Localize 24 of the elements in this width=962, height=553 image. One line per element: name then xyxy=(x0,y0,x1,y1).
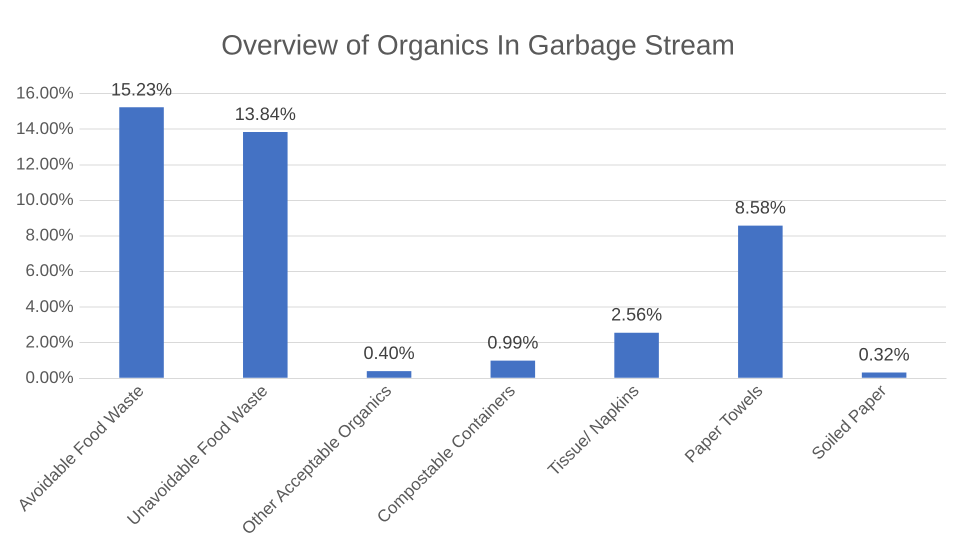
bar xyxy=(490,360,536,378)
bar xyxy=(119,107,164,378)
y-tick-label: 12.00% xyxy=(16,154,74,174)
bar xyxy=(243,132,288,378)
y-tick-label: 14.00% xyxy=(16,118,74,138)
data-label: 2.56% xyxy=(611,304,662,325)
y-tick-label: 4.00% xyxy=(25,296,74,316)
bar xyxy=(614,332,659,378)
data-label: 0.99% xyxy=(487,332,538,353)
bar xyxy=(738,226,783,378)
y-tick-label: 0.00% xyxy=(25,368,74,387)
chart-title: Overview of Organics In Garbage Stream xyxy=(221,30,735,61)
bar xyxy=(862,372,906,378)
y-tick-label: 8.00% xyxy=(25,226,74,245)
y-tick-label: 16.00% xyxy=(16,83,74,102)
y-tick-label: 10.00% xyxy=(16,190,74,210)
bar xyxy=(366,371,412,378)
y-tick-label: 2.00% xyxy=(25,332,74,352)
data-label: 0.32% xyxy=(858,344,910,365)
data-label: 0.40% xyxy=(364,343,415,364)
y-tick-label: 6.00% xyxy=(25,261,74,280)
data-label: 8.58% xyxy=(734,198,786,218)
data-label: 13.84% xyxy=(234,104,296,124)
data-label: 15.23% xyxy=(111,79,172,100)
